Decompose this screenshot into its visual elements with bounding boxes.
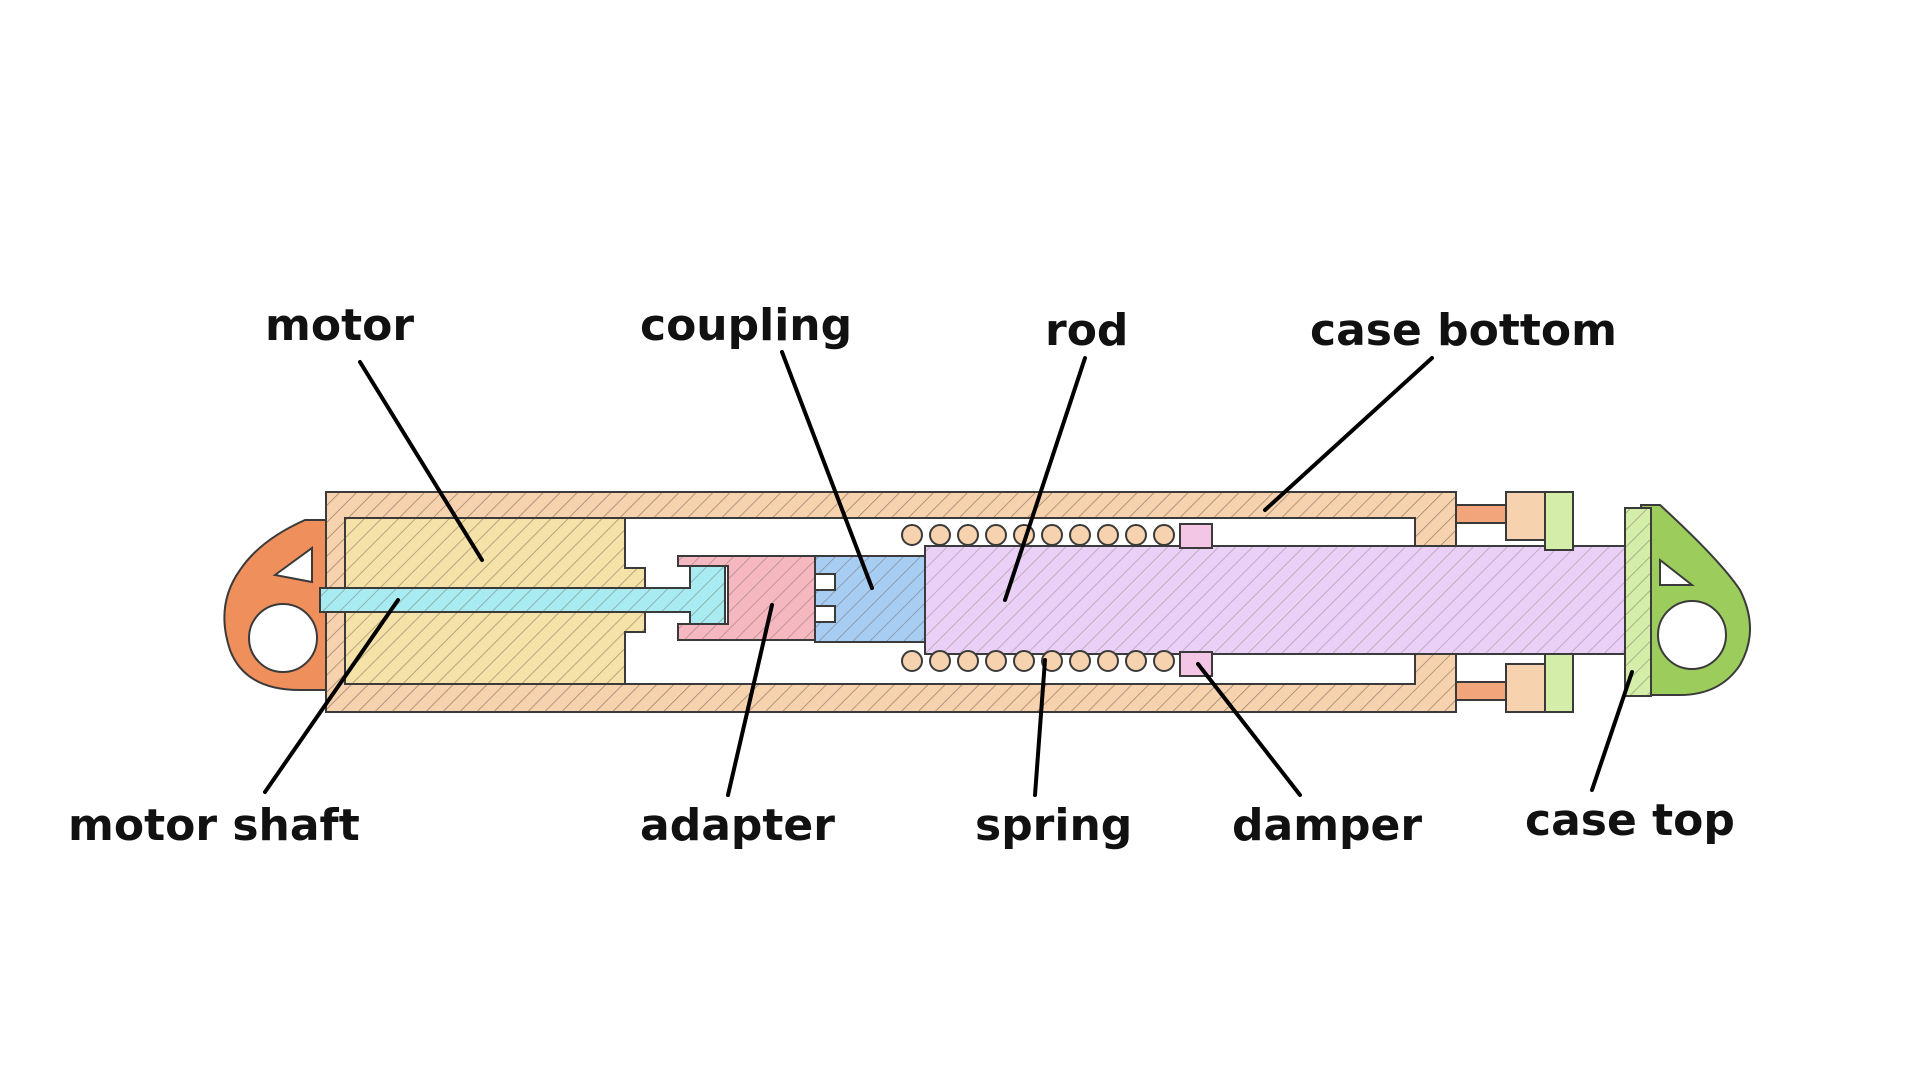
case-top-clamp-lower: [1544, 653, 1574, 713]
spring-coil-upper-3: [957, 524, 979, 546]
label-rod: rod: [1045, 305, 1128, 356]
coupling-hatch: [815, 556, 925, 642]
label-spring: spring: [975, 800, 1132, 851]
spring-coil-lower-6: [1041, 650, 1063, 672]
callout-labels: motor coupling rod case bottom motor sha…: [68, 300, 1735, 851]
spring-coil-lower-4: [985, 650, 1007, 672]
case-bottom-flange-upper: [1455, 504, 1507, 524]
adapter-part: [677, 555, 816, 641]
spring-coil-upper-6: [1041, 524, 1063, 546]
spring-coil-lower-2: [929, 650, 951, 672]
spring-part: [901, 524, 1175, 672]
leader-adapter: [726, 603, 774, 797]
leader-rod: [1003, 356, 1087, 602]
spring-coil-lower-3: [957, 650, 979, 672]
leader-lines: [263, 350, 1634, 797]
case-top-clamp-upper: [1544, 491, 1574, 551]
leader-case-top: [1590, 670, 1634, 792]
spring-coil-lower-1: [901, 650, 923, 672]
spring-coil-upper-7: [1069, 524, 1091, 546]
rod-part: [924, 545, 1626, 655]
left-mount-window: [272, 546, 313, 584]
spring-coil-lower-7: [1069, 650, 1091, 672]
spring-coil-upper-9: [1125, 524, 1147, 546]
leader-damper: [1196, 662, 1302, 797]
case-top-plate-hatch: [1625, 508, 1651, 696]
leader-motor-shaft: [263, 598, 400, 794]
spring-coil-upper-10: [1153, 524, 1175, 546]
spring-coil-upper-4: [985, 524, 1007, 546]
adapter-hatch: [678, 556, 815, 640]
right-mount-window: [1659, 557, 1695, 586]
label-motor-shaft: motor shaft: [68, 800, 360, 851]
spring-coil-lower-10: [1153, 650, 1175, 672]
damper-upper: [1179, 523, 1213, 549]
spring-coil-upper-2: [929, 524, 951, 546]
case-top-part: [1544, 491, 1652, 713]
leader-case-bottom: [1263, 356, 1434, 512]
left-mount-hole: [248, 603, 318, 673]
coupling-part: [814, 555, 926, 643]
leader-coupling: [780, 350, 874, 590]
leader-spring: [1033, 658, 1047, 797]
spring-coil-lower-9: [1125, 650, 1147, 672]
label-damper: damper: [1232, 800, 1422, 851]
label-case-top: case top: [1525, 795, 1735, 846]
right-mount-bracket: [1640, 504, 1751, 696]
leader-motor: [358, 360, 484, 562]
right-mount-hole: [1657, 600, 1727, 670]
rod-hatch: [925, 546, 1625, 654]
spring-coil-lower-8: [1097, 650, 1119, 672]
left-mount-bracket: [223, 519, 327, 691]
spring-coil-upper-8: [1097, 524, 1119, 546]
label-adapter: adapter: [640, 800, 835, 851]
spring-coil-lower-5: [1013, 650, 1035, 672]
spring-coil-upper-1: [901, 524, 923, 546]
motor-shaft-hatch: [320, 566, 725, 624]
case-bottom-flange-lower: [1455, 681, 1507, 701]
label-motor: motor: [265, 300, 414, 351]
label-coupling: coupling: [640, 300, 852, 351]
label-case-bottom: case bottom: [1310, 305, 1617, 356]
